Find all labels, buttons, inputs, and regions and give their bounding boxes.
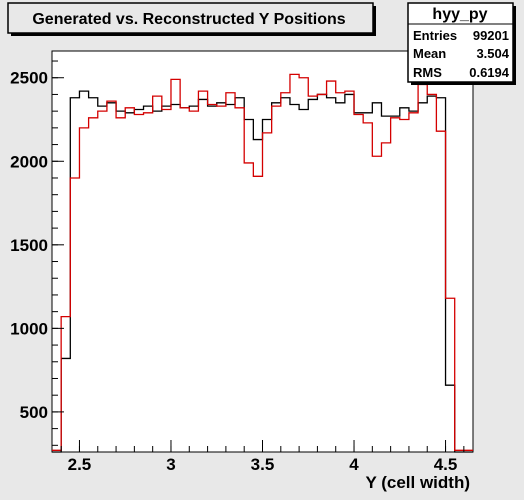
- title-box-shadow-right: [373, 6, 376, 36]
- stats-box: hyy_py Entries 99201 Mean 3.504 RMS 0.61…: [407, 2, 516, 85]
- x-tick-label: 4.5: [434, 455, 458, 474]
- stats-box-shadow-bottom: [411, 82, 516, 85]
- x-tick-label: 3: [166, 455, 175, 474]
- histogram-series-2-line: [52, 73, 473, 451]
- y-tick-label: 2000: [10, 152, 48, 171]
- stats-mean-value: 3.504: [476, 46, 509, 61]
- stats-histogram-name: hyy_py: [432, 6, 487, 23]
- histogram-series-1-line: [52, 90, 473, 453]
- title-box-shadow-bottom: [11, 33, 376, 36]
- stats-box-frame: [407, 2, 514, 83]
- x-axis-title: Y (cell width): [365, 473, 470, 492]
- stats-entries-label: Entries: [413, 28, 457, 43]
- title-box-frame: [7, 2, 374, 34]
- y-tick-label: 500: [20, 403, 48, 422]
- y-tick-label: 1000: [10, 319, 48, 338]
- axis-layer: 2.5 3 3.5 4 4.5 500 1000 1500 2000 2500: [10, 60, 465, 474]
- stats-rms-label: RMS: [413, 65, 442, 80]
- stats-box-shadow-right: [513, 6, 516, 85]
- stats-mean-label: Mean: [413, 46, 446, 61]
- x-tick-label: 3.5: [251, 455, 275, 474]
- y-tick-label: 1500: [10, 236, 48, 255]
- chart-title: Generated vs. Reconstructed Y Positions: [32, 11, 345, 28]
- y-tick-label: 2500: [10, 69, 48, 88]
- histogram-layer: [52, 73, 473, 453]
- x-tick-label: 4: [349, 455, 359, 474]
- title-box: Generated vs. Reconstructed Y Positions: [7, 2, 376, 36]
- x-tick-label: 2.5: [68, 455, 92, 474]
- stats-rms-value: 0.6194: [469, 65, 510, 80]
- stats-entries-value: 99201: [473, 28, 509, 43]
